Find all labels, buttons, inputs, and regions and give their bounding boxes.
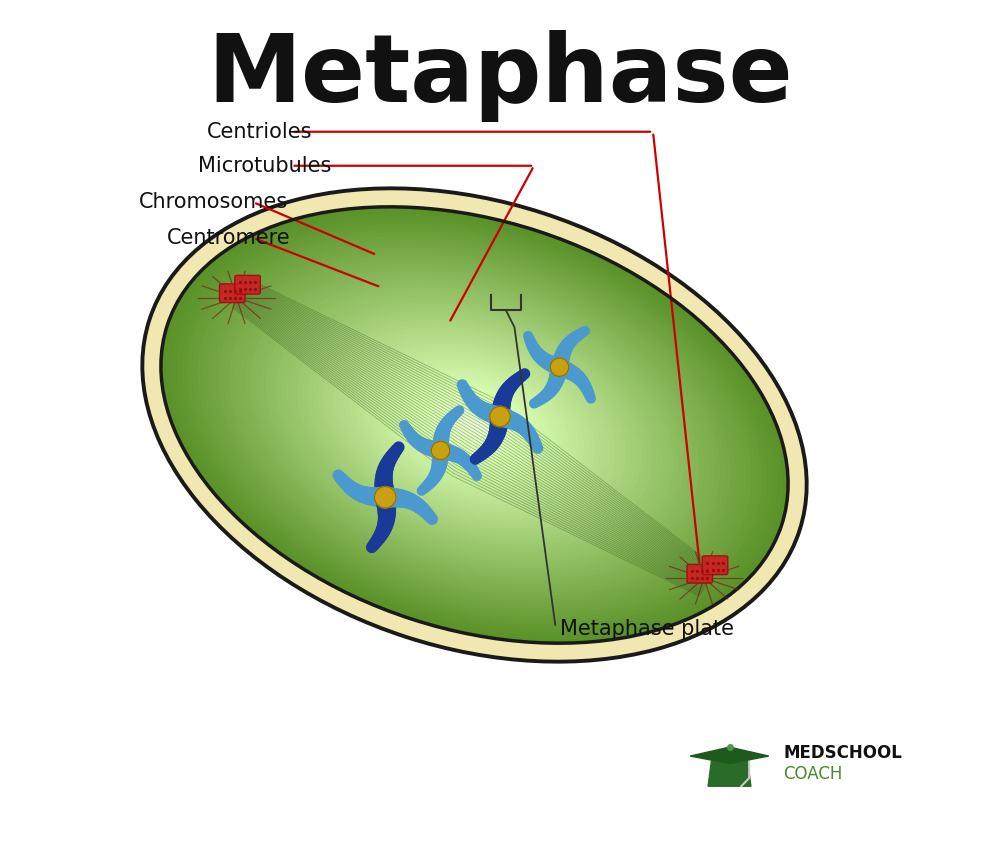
- Ellipse shape: [281, 291, 668, 559]
- Ellipse shape: [271, 283, 678, 567]
- Ellipse shape: [407, 377, 542, 473]
- Ellipse shape: [412, 382, 537, 468]
- Ellipse shape: [265, 280, 684, 570]
- Ellipse shape: [464, 417, 485, 433]
- Text: COACH: COACH: [783, 765, 842, 783]
- Circle shape: [490, 406, 510, 427]
- Ellipse shape: [365, 348, 584, 502]
- Circle shape: [550, 358, 569, 377]
- Ellipse shape: [438, 400, 511, 451]
- Ellipse shape: [427, 392, 522, 458]
- Ellipse shape: [422, 388, 527, 462]
- Ellipse shape: [245, 265, 704, 585]
- Ellipse shape: [391, 367, 558, 483]
- Ellipse shape: [417, 385, 532, 465]
- Ellipse shape: [161, 207, 788, 643]
- Circle shape: [375, 486, 396, 508]
- Ellipse shape: [312, 312, 637, 538]
- Text: Chromosomes: Chromosomes: [139, 192, 288, 212]
- Ellipse shape: [197, 232, 752, 618]
- Ellipse shape: [375, 356, 574, 494]
- FancyBboxPatch shape: [687, 564, 712, 583]
- Ellipse shape: [171, 214, 778, 636]
- Ellipse shape: [454, 411, 495, 439]
- Ellipse shape: [349, 337, 600, 513]
- FancyBboxPatch shape: [220, 284, 245, 303]
- FancyBboxPatch shape: [702, 556, 728, 575]
- Ellipse shape: [260, 276, 689, 574]
- Ellipse shape: [286, 294, 663, 556]
- Ellipse shape: [203, 236, 746, 614]
- Ellipse shape: [239, 261, 710, 589]
- Ellipse shape: [307, 309, 642, 541]
- Ellipse shape: [166, 211, 783, 639]
- Ellipse shape: [396, 371, 553, 479]
- Ellipse shape: [333, 326, 616, 524]
- Ellipse shape: [234, 258, 715, 592]
- Text: Microtubules: Microtubules: [198, 156, 332, 176]
- Ellipse shape: [354, 342, 595, 508]
- Ellipse shape: [386, 363, 563, 487]
- Ellipse shape: [469, 422, 480, 428]
- Ellipse shape: [401, 374, 548, 476]
- Ellipse shape: [443, 403, 506, 447]
- Ellipse shape: [360, 345, 589, 505]
- Ellipse shape: [448, 407, 501, 443]
- Ellipse shape: [433, 396, 516, 454]
- Ellipse shape: [297, 302, 652, 548]
- Ellipse shape: [208, 240, 741, 610]
- Ellipse shape: [192, 229, 757, 621]
- Ellipse shape: [224, 251, 725, 599]
- Ellipse shape: [213, 243, 736, 607]
- Ellipse shape: [229, 254, 720, 596]
- Ellipse shape: [218, 246, 731, 604]
- Ellipse shape: [250, 269, 699, 581]
- Ellipse shape: [328, 323, 621, 527]
- Polygon shape: [708, 759, 751, 786]
- Ellipse shape: [276, 286, 673, 564]
- Ellipse shape: [187, 225, 762, 625]
- Ellipse shape: [182, 221, 767, 629]
- Text: Centrioles: Centrioles: [207, 122, 312, 142]
- Text: Metaphase: Metaphase: [207, 30, 793, 122]
- Polygon shape: [690, 747, 769, 763]
- Text: Metaphase plate: Metaphase plate: [560, 619, 734, 639]
- Ellipse shape: [318, 316, 631, 534]
- Ellipse shape: [344, 334, 605, 516]
- Circle shape: [431, 441, 450, 460]
- Ellipse shape: [459, 414, 490, 436]
- Ellipse shape: [142, 189, 807, 661]
- FancyBboxPatch shape: [235, 275, 260, 294]
- Ellipse shape: [255, 272, 694, 578]
- Ellipse shape: [292, 298, 657, 552]
- Text: Centromere: Centromere: [167, 228, 290, 248]
- Ellipse shape: [339, 331, 610, 519]
- Ellipse shape: [323, 320, 626, 530]
- Ellipse shape: [370, 352, 579, 498]
- Text: MEDSCHOOL: MEDSCHOOL: [783, 745, 902, 762]
- Ellipse shape: [302, 305, 647, 545]
- Ellipse shape: [177, 218, 772, 632]
- Ellipse shape: [380, 360, 569, 490]
